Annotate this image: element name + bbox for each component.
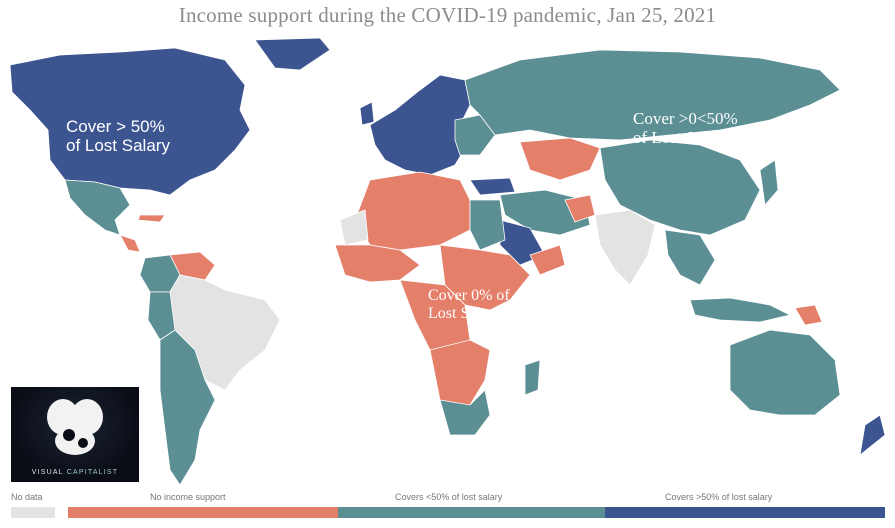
annotation-line: Cover >0<50% [633,109,738,128]
logo-word-visual: VISUAL [31,469,64,476]
annotation-line: Cover > 50% [66,117,165,136]
region-png [794,304,823,326]
brain-icon [47,399,103,455]
legend-label-nodata: No data [11,492,43,502]
region-turkey [469,177,516,196]
world-map [9,37,886,486]
legend-label-under-50: Covers <50% of lost salary [395,492,503,502]
region-russia [464,49,841,141]
region-india [594,209,656,286]
legend-bar-under-50 [338,507,605,518]
region-north-america [9,47,251,196]
legend-bar-over-50 [605,507,885,518]
legend-label-no-support: No income support [150,492,226,502]
legend-swatch-nodata [11,507,55,518]
region-egypt-sudan [469,199,506,251]
map-title: Income support during the COVID-19 pande… [178,3,717,27]
region-uk [359,101,375,126]
annotation-line: Cover 0% of [428,287,510,304]
region-north-africa [354,171,471,251]
region-australia [729,329,841,416]
annotation-cover-over-50: Cover > 50% of Lost Salary [66,117,170,155]
visual-capitalist-logo: VISUAL CAPITALIST [11,387,139,482]
legend-bar-no-support [68,507,338,518]
region-caribbean [137,214,166,223]
region-greenland [254,37,331,71]
region-southeast-asia [664,229,716,286]
region-china [599,139,761,236]
region-arabia-south [529,244,566,276]
annotation-line: of Lost Salary [633,127,730,147]
legend-label-over-50: Covers >50% of lost salary [665,492,773,502]
annotation-cover-under-50: Cover >0<50% of Lost Salary [633,109,738,147]
region-new-zealand [859,414,886,456]
region-madagascar [524,359,541,396]
region-japan [759,159,779,206]
region-indonesia [689,297,792,323]
region-western-sahara [339,209,369,246]
annotation-line: Lost Salary [428,304,502,322]
annotation-cover-zero: Cover 0% of Lost Salary [428,287,510,322]
logo-word-capitalist: CAPITALIST [66,469,119,476]
region-southern-cone [159,329,216,486]
annotation-line: of Lost Salary [66,135,170,155]
region-west-africa [334,244,421,283]
region-south-africa [439,389,491,436]
region-mexico [64,179,131,236]
region-kazakhstan [519,137,601,181]
region-central-america [119,234,141,253]
logo-wordmark: VISUAL CAPITALIST [11,469,139,476]
